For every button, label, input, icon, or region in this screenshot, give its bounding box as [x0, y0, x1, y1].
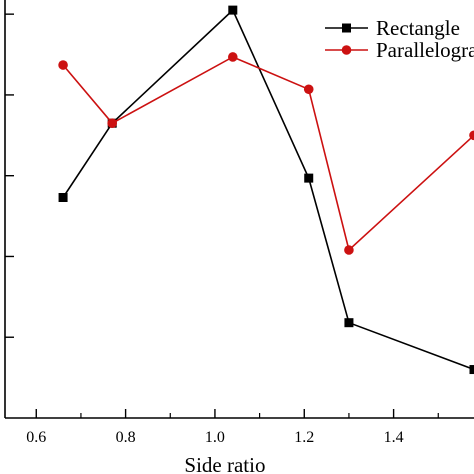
series-parallelogram: [58, 52, 474, 255]
data-point: [304, 173, 314, 183]
series-line: [62, 8, 474, 371]
x-axis: 0.6 0.8 1.0 1.2 1.4: [26, 409, 439, 446]
data-point: [469, 365, 474, 375]
data-point: [58, 60, 68, 70]
legend-marker: [341, 45, 352, 55]
data-point: [469, 130, 474, 141]
y-axis: [5, 13, 14, 338]
legend-marker: [342, 23, 351, 33]
series-line: [62, 56, 474, 252]
data-point: [303, 84, 314, 95]
data-point: [58, 193, 68, 202]
data-point: [344, 245, 354, 255]
data-point: [228, 5, 238, 15]
legend: RectangleParallelogram: [325, 16, 474, 62]
data-point: [228, 52, 238, 62]
legend-label: Parallelogram: [376, 38, 474, 62]
data-point: [107, 118, 117, 128]
data-point: [344, 318, 354, 328]
series-layer: [58, 5, 474, 375]
x-tick-label: 0.8: [116, 429, 136, 446]
plot-area: [4, 0, 474, 419]
x-axis-title: Side ratio: [184, 453, 265, 474]
x-tick-label: 0.6: [26, 429, 46, 446]
legend-item: Parallelogram: [325, 38, 474, 62]
legend-label: Rectangle: [376, 16, 460, 40]
x-tick-label: 1.0: [205, 429, 225, 446]
legend-item: Rectangle: [325, 16, 460, 40]
x-tick-label: 1.4: [384, 429, 404, 446]
x-tick-label: 1.2: [294, 429, 314, 446]
